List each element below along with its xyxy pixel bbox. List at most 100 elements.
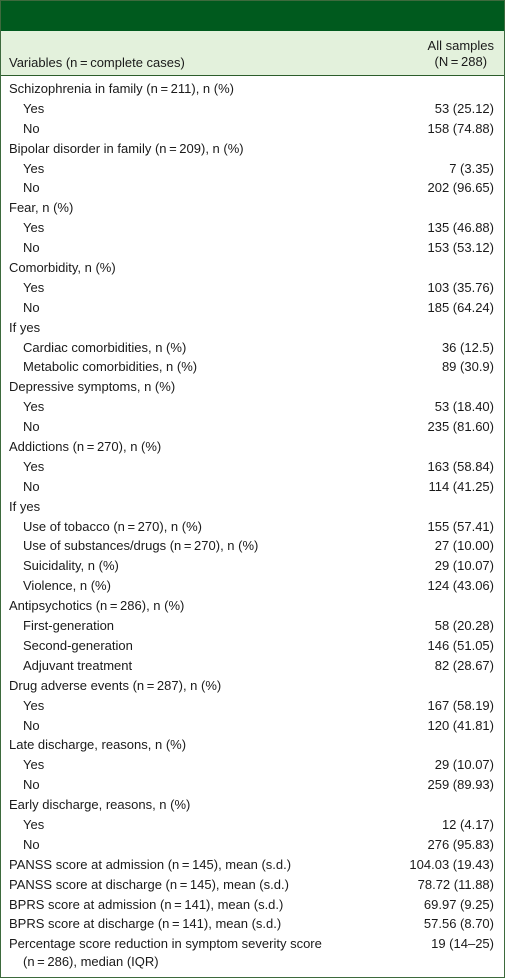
row-label: No	[23, 180, 40, 196]
table-row: Cardiac comorbidities, n (%) 36 (12.5)	[1, 338, 504, 358]
row-label: First-generation	[23, 618, 115, 634]
row-value: 69.97 (9.25)	[423, 896, 494, 912]
row-label: Comorbidity, n (%)	[9, 260, 116, 276]
table-row: Late discharge, reasons, n (%)	[1, 735, 504, 755]
row-label: Yes	[23, 160, 45, 176]
row-value: 153 (53.12)	[427, 240, 495, 256]
row-value: 120 (41.81)	[427, 717, 495, 733]
table-row: No 235 (81.60)	[1, 417, 504, 437]
table-row: Suicidality, n (%) 29 (10.07)	[1, 556, 504, 576]
table-row: BPRS score at admission (n = 141), mean …	[1, 895, 504, 915]
table-row: Antipsychotics (n = 286), n (%)	[1, 596, 504, 616]
table-row: Depressive symptoms, n (%)	[1, 377, 504, 397]
row-value: 114 (41.25)	[428, 478, 494, 494]
table-row: If yes	[1, 318, 504, 338]
table-row: Use of tobacco (n = 270), n (%) 155 (57.4…	[1, 517, 504, 537]
table-row: Schizophrenia in family (n = 211), n (%)	[1, 79, 504, 99]
row-label: Schizophrenia in family (n = 211), n (%)	[9, 81, 234, 96]
table-body: Schizophrenia in family (n = 211), n (%)…	[1, 76, 504, 934]
row-label: No	[23, 240, 40, 256]
row-value: 12 (4.17)	[441, 816, 494, 832]
row-value: 124 (43.06)	[427, 578, 495, 594]
row-label: No	[23, 836, 40, 852]
row-label-continued: (n = 286), median (IQR)	[23, 954, 159, 970]
table-row: Yes 163 (58.84)	[1, 457, 504, 477]
row-label: No	[23, 717, 40, 733]
table-row: No 114 (41.25)	[1, 477, 504, 497]
table-row: No 158 (74.88)	[1, 119, 504, 139]
row-label: Suicidality, n (%)	[23, 558, 119, 574]
row-value: 235 (81.60)	[427, 419, 495, 435]
row-label: PANSS score at admission (n = 145), mean…	[9, 856, 292, 872]
row-value: 36 (12.5)	[441, 339, 494, 355]
table-row: First-generation 58 (20.28)	[1, 616, 504, 636]
row-value: 104.03 (19.43)	[409, 856, 494, 872]
row-label: Yes	[23, 220, 45, 236]
row-label: No	[23, 120, 40, 136]
table-row: Fear, n (%)	[1, 198, 504, 218]
row-value: 155 (57.41)	[427, 518, 495, 534]
table-row: Yes 12 (4.17)	[1, 815, 504, 835]
row-label: BPRS score at discharge (n = 141), mean …	[9, 916, 282, 932]
row-value: 29 (10.07)	[434, 558, 494, 574]
row-label: Bipolar disorder in family (n = 209), n …	[9, 140, 244, 156]
row-value: 163 (58.84)	[427, 458, 495, 474]
table-row: Addictions (n = 270), n (%)	[1, 437, 504, 457]
header-all-samples-line2: (N = 288)	[434, 54, 488, 69]
row-label: No	[23, 777, 40, 793]
row-label: Yes	[23, 757, 45, 773]
row-value: 53 (25.12)	[434, 100, 494, 116]
table-row: No 276 (95.83)	[1, 835, 504, 855]
row-label: Yes	[23, 458, 45, 474]
row-label: Depressive symptoms, n (%)	[9, 379, 176, 395]
row-value: 82 (28.67)	[434, 657, 494, 673]
row-label: Cardiac comorbidities, n (%)	[23, 339, 187, 355]
row-value: 78.72 (11.88)	[417, 876, 494, 892]
row-label: Use of tobacco (n = 270), n (%)	[23, 518, 202, 534]
table-row: Bipolar disorder in family (n = 209), n …	[1, 139, 504, 159]
row-value: 103 (35.76)	[427, 279, 495, 295]
row-label: Yes	[23, 399, 45, 415]
table-row: Second-generation 146 (51.05)	[1, 636, 504, 656]
row-label: BPRS score at admission (n = 141), mean …	[9, 896, 284, 912]
row-label: If yes	[9, 498, 41, 514]
row-label: Yes	[23, 816, 45, 832]
row-label: Early discharge, reasons, n (%)	[9, 797, 191, 813]
table-row: Yes 53 (25.12)	[1, 99, 504, 119]
table-row: If yes	[1, 497, 504, 517]
row-label: Yes	[23, 100, 45, 116]
row-value: 27 (10.00)	[434, 538, 494, 554]
table-row: Drug adverse events (n = 287), n (%)	[1, 676, 504, 696]
table-row: Yes 135 (46.88)	[1, 218, 504, 238]
table-row: Violence, n (%) 124 (43.06)	[1, 576, 504, 596]
header-all-samples-line1: All samples	[427, 38, 494, 53]
table-row: Yes 103 (35.76)	[1, 278, 504, 298]
header-variables: Variables (n = complete cases)	[9, 55, 185, 70]
row-label: If yes	[9, 319, 41, 335]
row-value: 158 (74.88)	[427, 120, 495, 136]
table-row: PANSS score at admission (n = 145), mean…	[1, 855, 504, 875]
table-row-percentage-reduction: Percentage score reduction in symptom se…	[1, 934, 504, 972]
table-row: Yes 53 (18.40)	[1, 397, 504, 417]
row-value: 57.56 (8.70)	[423, 916, 494, 932]
header-all-samples: All samples (N = 288)	[428, 38, 494, 70]
row-value: 202 (96.65)	[427, 180, 495, 196]
row-label: PANSS score at discharge (n = 145), mean…	[9, 876, 289, 892]
row-value: 58 (20.28)	[434, 618, 494, 634]
row-label: Yes	[23, 279, 45, 295]
table-header: Variables (n = complete cases) All sampl…	[1, 31, 504, 76]
row-label: No	[23, 478, 40, 494]
row-value: 53 (18.40)	[434, 399, 494, 415]
table-row: No 259 (89.93)	[1, 775, 504, 795]
row-value: 146 (51.05)	[427, 637, 495, 653]
row-label: Violence, n (%)	[23, 578, 111, 594]
table-row: Early discharge, reasons, n (%)	[1, 795, 504, 815]
row-value: 185 (64.24)	[427, 299, 495, 315]
row-label: Adjuvant treatment	[23, 657, 133, 673]
row-label: Metabolic comorbidities, n (%)	[23, 359, 198, 375]
table-row: No 120 (41.81)	[1, 716, 504, 736]
row-label: Drug adverse events (n = 287), n (%)	[9, 677, 222, 693]
row-label: Antipsychotics (n = 286), n (%)	[9, 598, 185, 614]
row-label: Second-generation	[23, 637, 133, 653]
table-row: Yes 7 (3.35)	[1, 159, 504, 179]
